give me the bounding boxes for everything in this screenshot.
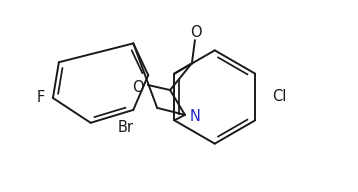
Text: Cl: Cl — [272, 89, 287, 104]
Text: Br: Br — [117, 120, 134, 135]
Text: N: N — [190, 109, 201, 124]
Text: F: F — [37, 90, 45, 105]
Text: O: O — [132, 79, 144, 95]
Text: O: O — [190, 25, 202, 40]
